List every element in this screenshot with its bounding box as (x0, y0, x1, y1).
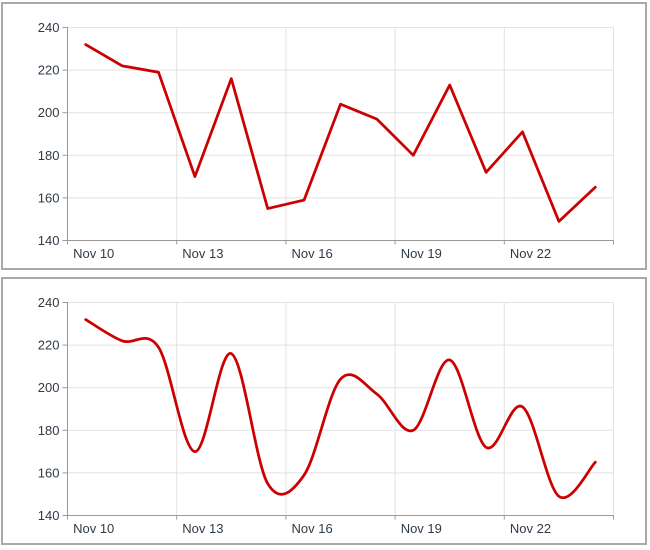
smooth-line-chart[interactable]: 140 160 180 200 220 240 Nov 10 Nov 13 Nov 16 Nov … (3, 279, 645, 543)
y-axis-tick-label: 200 (38, 380, 60, 395)
y-axis-tick-label: 180 (38, 423, 60, 438)
y-axis-tick-label: 160 (38, 465, 60, 480)
x-axis-tick-label: Nov 22 (510, 521, 551, 536)
x-axis-tick-label: Nov 10 (73, 521, 114, 536)
x-axis-tick-label: Nov 13 (182, 521, 223, 536)
line-chart-panel: 140 160 180 200 220 240 Nov 10 Nov 13 Nov 16 Nov … (1, 2, 647, 270)
y-axis-tick-label: 140 (38, 508, 60, 523)
y-axis-tick-label: 220 (38, 338, 60, 353)
y-axis-tick-label: 240 (38, 20, 60, 35)
y-axis-tick-label: 180 (38, 148, 60, 163)
series-line[interactable] (84, 43, 597, 223)
x-axis-tick-label: Nov 16 (291, 246, 332, 261)
y-axis-tick-label: 200 (38, 105, 60, 120)
x-axis-tick-label: Nov 13 (182, 246, 223, 261)
x-axis-tick-label: Nov 10 (73, 246, 114, 261)
line-chart[interactable]: 140 160 180 200 220 240 Nov 10 Nov 13 Nov 16 Nov … (3, 4, 645, 268)
series-line[interactable] (84, 318, 597, 500)
x-axis-tick-label: Nov 16 (291, 521, 332, 536)
y-axis-tick-label: 140 (38, 233, 60, 248)
y-axis-tick-label: 160 (38, 190, 60, 205)
x-axis-tick-label: Nov 22 (510, 246, 551, 261)
y-axis-tick-label: 220 (38, 63, 60, 78)
smooth-line-chart-panel: 140 160 180 200 220 240 Nov 10 Nov 13 Nov 16 Nov … (1, 277, 647, 545)
x-axis-tick-label: Nov 19 (401, 246, 442, 261)
x-axis-tick-label: Nov 19 (401, 521, 442, 536)
y-axis-tick-label: 240 (38, 295, 60, 310)
